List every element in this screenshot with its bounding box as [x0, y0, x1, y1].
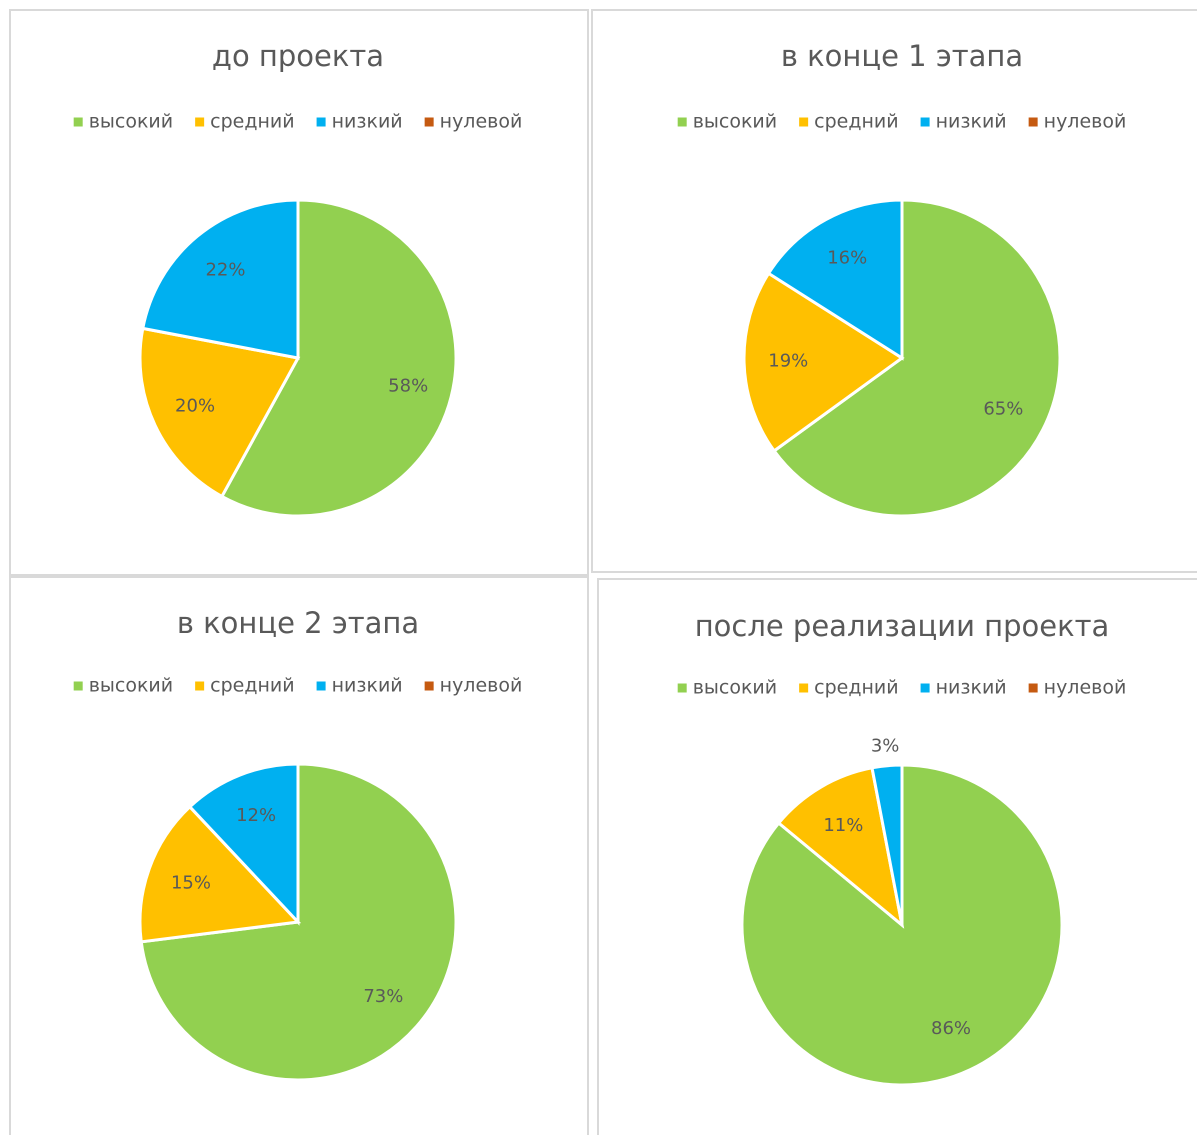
legend-marker [1028, 683, 1038, 693]
data-label: 22% [205, 259, 245, 280]
data-label: 11% [823, 815, 863, 836]
legend-label: нулевой [440, 111, 523, 133]
legend-marker [424, 681, 434, 691]
legend-marker [73, 681, 83, 691]
data-label: 58% [388, 375, 428, 396]
pie-slice [187, 762, 300, 926]
legend-marker [424, 117, 434, 127]
data-label: 15% [171, 872, 211, 893]
legend-marker [195, 681, 205, 691]
legend-marker [920, 683, 930, 693]
legend-label: низкий [936, 677, 1007, 699]
legend-marker [677, 117, 687, 127]
chart-title: после реализации проекта [695, 609, 1110, 643]
legend-label: нулевой [1044, 111, 1127, 133]
pie-slice [772, 198, 1062, 518]
pie-slice [766, 198, 904, 361]
legend-label: высокий [89, 111, 173, 133]
legend-marker [1028, 117, 1038, 127]
data-label: 12% [236, 805, 276, 826]
legend-label: средний [814, 111, 898, 133]
pie-slice [742, 271, 905, 453]
legend-label: низкий [332, 111, 403, 133]
pie-slice [138, 804, 302, 944]
chart-title: в конце 1 этапа [781, 39, 1023, 73]
data-label: 73% [363, 986, 403, 1007]
data-label: 65% [983, 399, 1023, 420]
pie-slice [219, 198, 458, 518]
legend-label: средний [210, 675, 294, 697]
legend-marker [799, 117, 809, 127]
legend-label: низкий [936, 111, 1007, 133]
pie-slice [870, 763, 904, 926]
legend-label: высокий [693, 111, 777, 133]
data-label: 3% [871, 736, 900, 757]
legend-marker [799, 683, 809, 693]
legend-label: нулевой [440, 675, 523, 697]
pie-slice [776, 766, 905, 929]
legend-label: нулевой [1044, 677, 1127, 699]
legend-label: низкий [332, 675, 403, 697]
chart-title: в конце 2 этапа [177, 606, 419, 640]
legend-marker [195, 117, 205, 127]
legend-label: высокий [89, 675, 173, 697]
legend-marker [920, 117, 930, 127]
data-label: 19% [768, 351, 808, 372]
data-label: 20% [175, 395, 215, 416]
legend-marker [677, 683, 687, 693]
legend-label: высокий [693, 677, 777, 699]
legend-label: средний [814, 677, 898, 699]
data-label: 16% [827, 247, 867, 268]
legend-marker [73, 117, 83, 127]
pie-slice [141, 198, 300, 360]
data-label: 86% [931, 1018, 971, 1039]
legend-marker [316, 117, 326, 127]
legend-label: средний [210, 111, 294, 133]
pie-slice [138, 326, 301, 499]
legend-marker [316, 681, 326, 691]
chart-title: до проекта [212, 39, 384, 73]
